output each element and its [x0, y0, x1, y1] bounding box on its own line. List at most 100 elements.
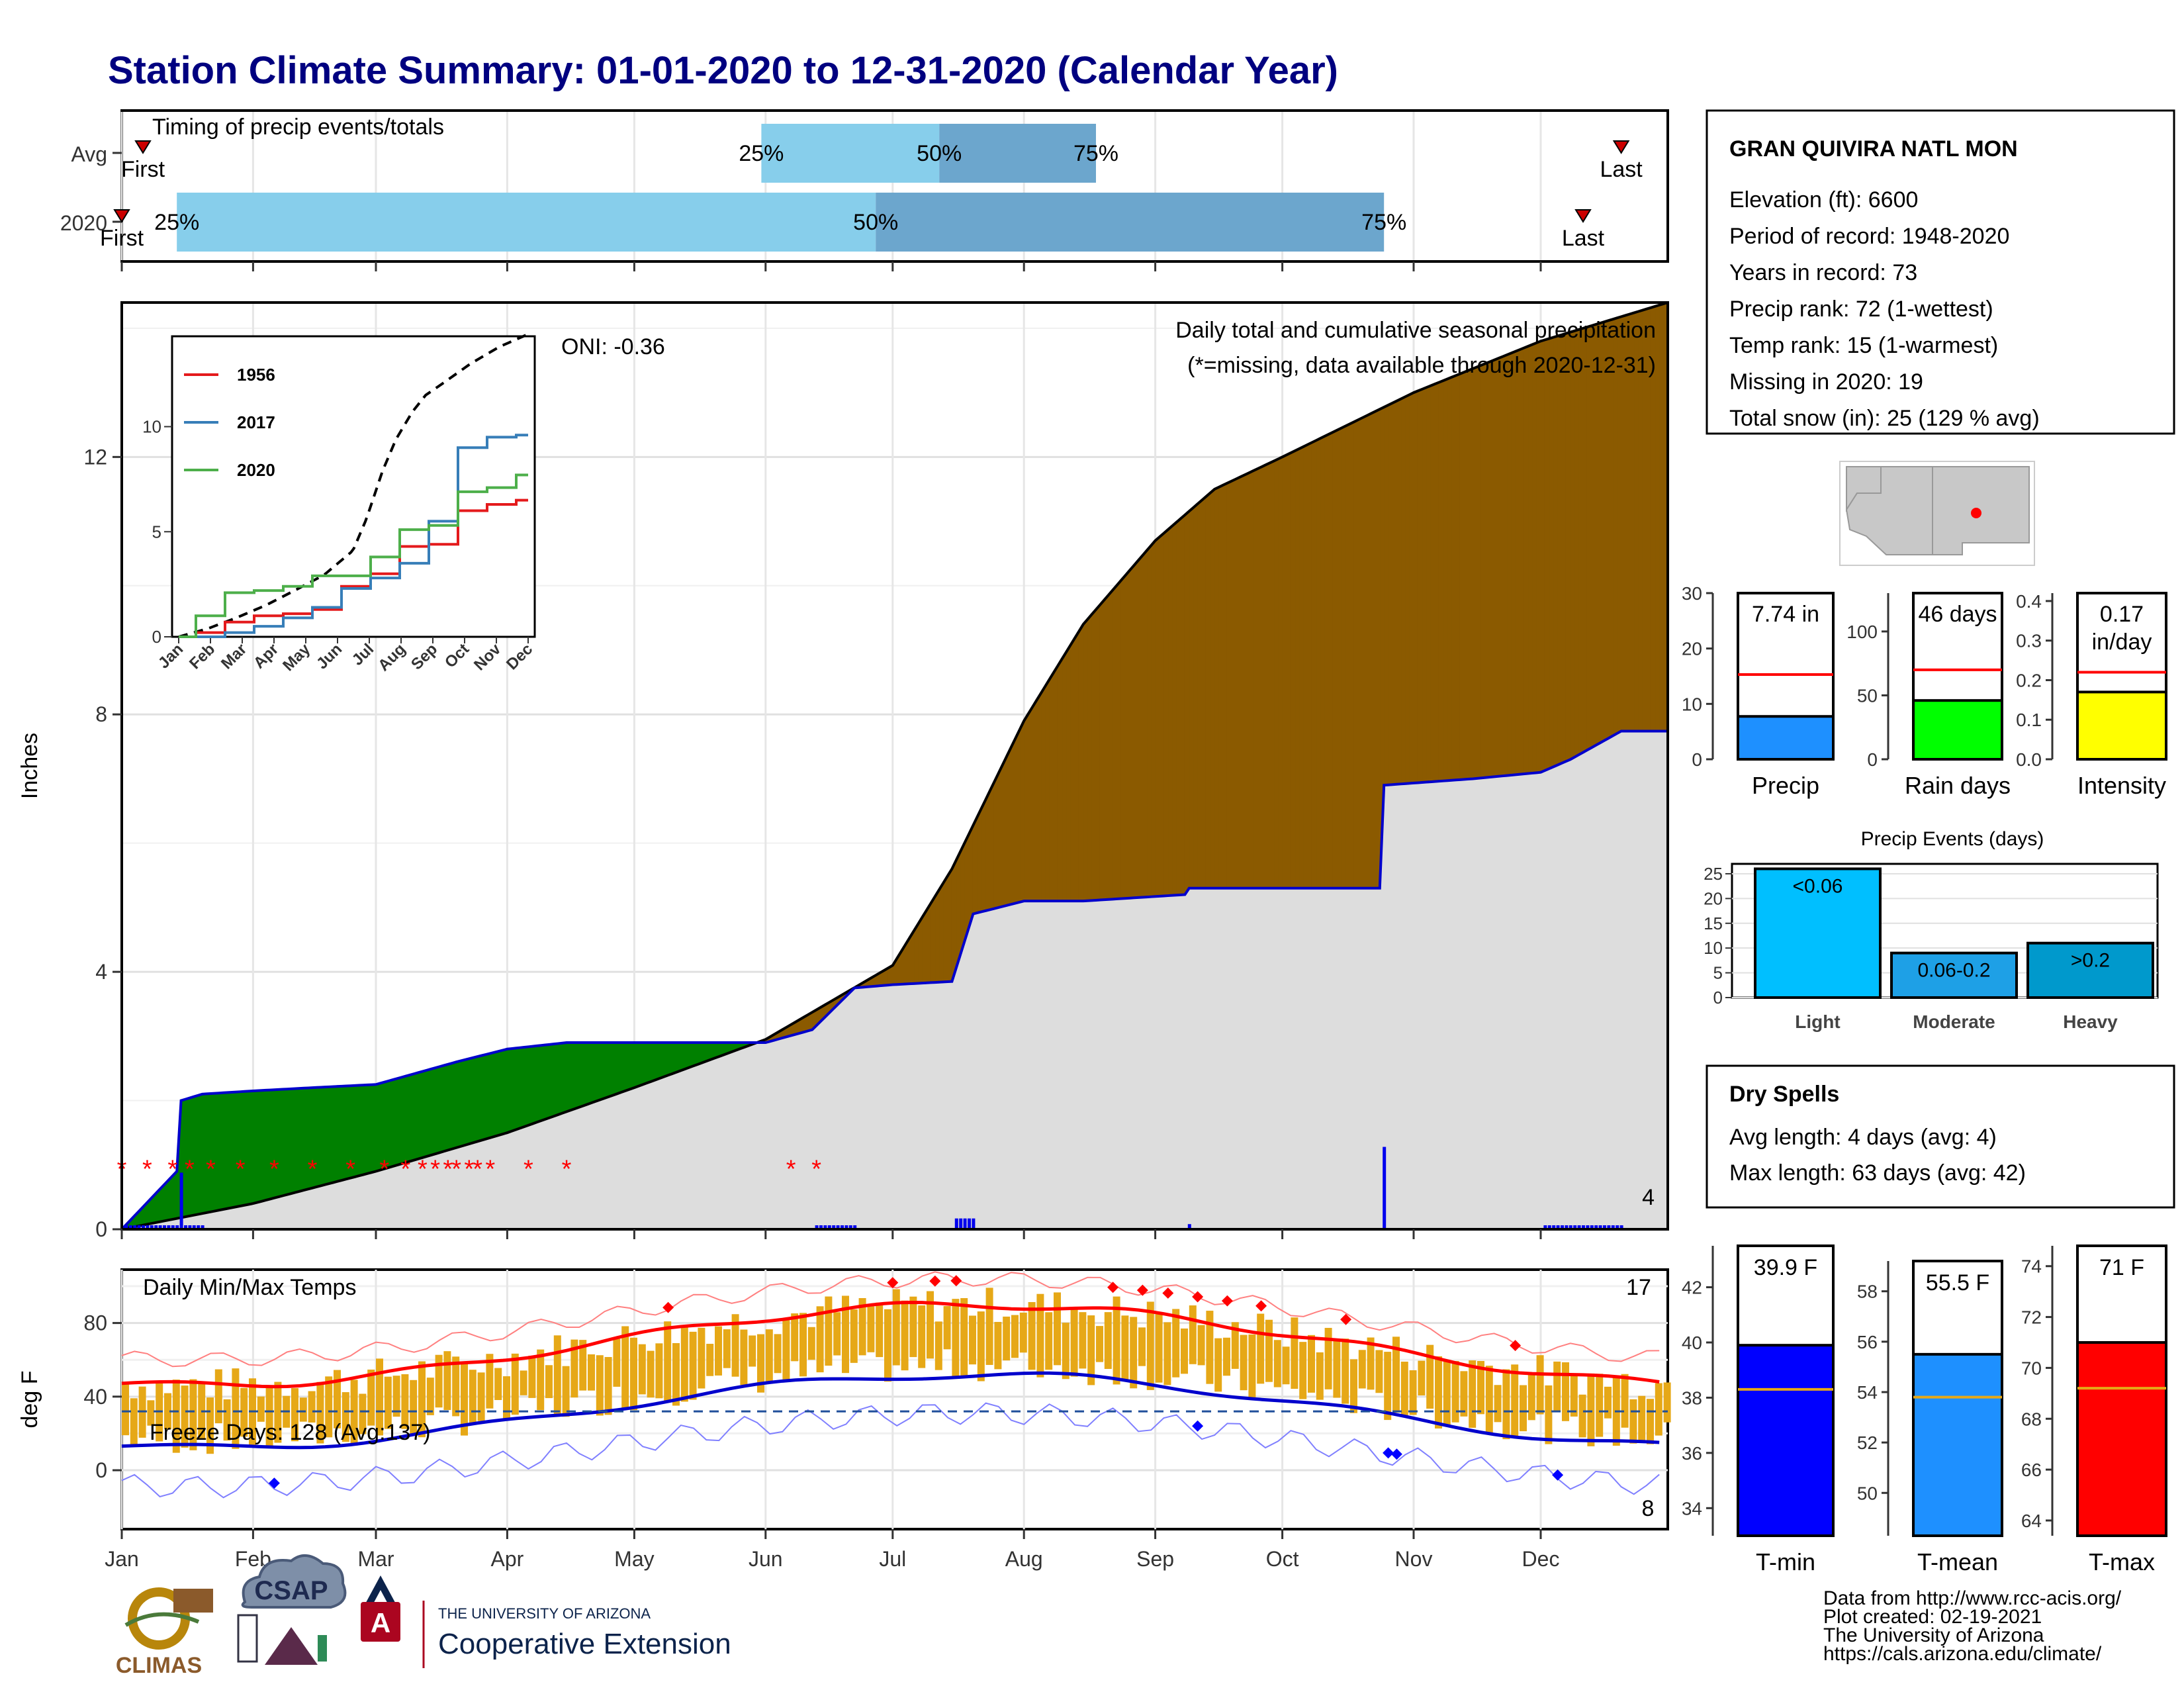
precip-difference-area	[591, 1042, 597, 1103]
daily-temp-bar	[1638, 1395, 1646, 1442]
precip-difference-area	[989, 781, 995, 910]
month-label-oct: Oct	[1266, 1547, 1299, 1571]
raindays-bar	[1912, 699, 2003, 761]
daily-temp-bar	[1485, 1366, 1493, 1434]
raindays-ytick-label: 50	[1857, 685, 1878, 706]
precip-difference-area	[972, 816, 978, 915]
daily-temp-bar	[1163, 1322, 1171, 1385]
precip-difference-area	[1582, 326, 1588, 753]
precip-difference-area	[299, 1088, 304, 1192]
daily-precip-bar	[1556, 1225, 1560, 1229]
precip-difference-area	[960, 842, 966, 955]
precip-difference-area	[1218, 485, 1224, 889]
daily-temp-bar	[418, 1361, 426, 1438]
daily-precip-bar	[848, 1225, 852, 1229]
precip-difference-area	[926, 902, 931, 984]
precip-difference-area	[210, 1093, 216, 1213]
daily-precip-bar	[1615, 1225, 1619, 1229]
daily-temp-bar	[1045, 1312, 1053, 1370]
precip-difference-area	[337, 1086, 343, 1182]
daily-temp-bar	[1663, 1382, 1671, 1423]
precip-difference-area	[1074, 630, 1079, 902]
daily-temp-bar	[858, 1297, 866, 1356]
timing-p25-label: 25%	[154, 210, 199, 235]
precip-difference-area	[1489, 359, 1495, 778]
precip-value: 7.74 in	[1752, 602, 1819, 627]
precip-difference-area	[1307, 442, 1312, 889]
daily-temp-bar	[1113, 1296, 1120, 1385]
precip-difference-area	[1443, 378, 1448, 782]
precip-difference-area	[1320, 436, 1326, 889]
logos: CLIMAS CSAP A THE UNIVERSITY OF ARIZONA …	[116, 1554, 731, 1678]
precip-difference-area	[439, 1064, 444, 1153]
precip-difference-area	[1316, 438, 1321, 889]
station-info-line: Years in record: 73	[1729, 260, 1917, 285]
intensity-ytick-label: 0.4	[2016, 591, 2042, 612]
events-ytick-label: 0	[1713, 988, 1723, 1008]
station-info-line: Temp rank: 15 (1-warmest)	[1729, 333, 1998, 358]
daily-temp-bar	[410, 1380, 418, 1435]
tbar-ytick-label: 52	[1857, 1432, 1878, 1453]
precip-difference-area	[1392, 400, 1397, 785]
precip-difference-area	[1134, 559, 1139, 898]
inset-series-2020	[179, 473, 528, 638]
precip-frame	[120, 301, 1669, 1231]
precip-difference-area	[1062, 651, 1067, 902]
daily-precip-bar	[167, 1225, 171, 1229]
precip-difference-area	[1078, 623, 1084, 902]
precip-difference-area	[1083, 618, 1088, 902]
daily-temp-bar	[672, 1343, 680, 1406]
month-label-jul: Jul	[879, 1547, 906, 1571]
precip-difference-area	[947, 867, 952, 982]
daily-precip-bar	[1383, 1147, 1387, 1229]
daily-temp-bar	[799, 1313, 807, 1377]
intensity-bar	[2076, 690, 2167, 761]
missing-marker: *	[167, 1156, 177, 1184]
daily-temp-bar	[757, 1334, 764, 1393]
precip-difference-area	[1049, 671, 1054, 902]
daily-precip-bar	[1594, 1225, 1598, 1229]
precip-difference-area	[1197, 499, 1203, 889]
precip-difference-area	[520, 1047, 525, 1129]
precip-difference-area	[583, 1042, 588, 1107]
timing-bar-25-50	[177, 193, 876, 252]
station-box	[1706, 109, 2175, 435]
precip-difference-area	[672, 1042, 677, 1074]
precip-difference-area	[617, 1042, 622, 1094]
daily-temp-bar	[274, 1382, 282, 1443]
temp-ylabel: deg F	[17, 1371, 42, 1429]
precip-difference-area	[388, 1079, 394, 1168]
precip-difference-area	[1108, 588, 1114, 900]
precip-difference-area	[977, 808, 982, 914]
precip-difference-area	[1523, 346, 1529, 774]
daily-temp-bar	[723, 1329, 731, 1368]
precip-difference-area	[968, 825, 974, 928]
precip-base-fill	[122, 731, 1668, 1229]
daily-temp-bar	[1333, 1340, 1341, 1398]
station-info-line: Total snow (in): 25 (129 % avg)	[1729, 406, 2040, 431]
daily-temp-bar	[367, 1369, 375, 1426]
normal-max-line	[121, 1300, 1660, 1389]
precip-difference-area	[320, 1086, 326, 1186]
daily-temp-bar	[1527, 1374, 1535, 1421]
precip-difference-area	[680, 1042, 686, 1071]
precip-label: Precip	[1752, 772, 1819, 799]
precip-difference-area	[956, 851, 961, 968]
daily-temp-bar	[934, 1321, 942, 1370]
daily-temp-bar	[452, 1356, 460, 1417]
daily-temp-bar	[1079, 1312, 1087, 1369]
events-ytick-label: 10	[1704, 938, 1723, 958]
precip-difference-area	[1396, 398, 1402, 785]
daily-temp-bar	[1104, 1312, 1112, 1369]
precip-difference-area	[244, 1090, 250, 1206]
precip-difference-area	[1163, 528, 1169, 897]
tbar-ytick-label: 34	[1682, 1498, 1702, 1519]
precip-difference-area	[447, 1062, 453, 1151]
precip-difference-area	[494, 1051, 500, 1137]
record-high-marker	[950, 1275, 962, 1287]
record-high-marker	[1221, 1295, 1233, 1307]
precip-difference-area	[261, 1090, 267, 1202]
daily-precip-bar	[1577, 1225, 1581, 1229]
missing-marker: *	[345, 1156, 355, 1184]
daily-precip-bar	[201, 1225, 205, 1229]
